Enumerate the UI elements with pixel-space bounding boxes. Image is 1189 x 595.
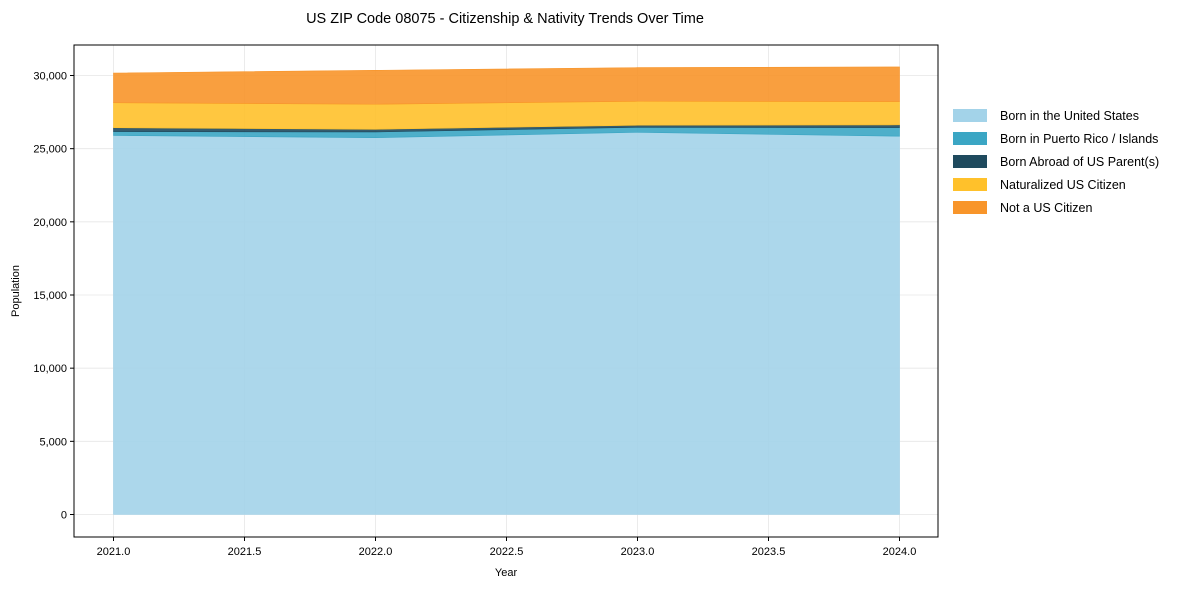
legend-label: Not a US Citizen (1000, 201, 1092, 215)
x-tick-label: 2021.5 (228, 546, 262, 558)
x-axis-label: Year (495, 567, 518, 579)
legend-label: Born in Puerto Rico / Islands (1000, 132, 1158, 146)
legend-label: Naturalized US Citizen (1000, 178, 1126, 192)
legend-item: Born in Puerto Rico / Islands (953, 132, 1158, 146)
x-axis-ticks: 2021.0 2021.5 2022.0 2022.5 2023.0 2023.5 2024… (97, 537, 917, 558)
x-tick-label: 2024.0 (883, 546, 917, 558)
y-tick-label: 15,000 (33, 290, 67, 302)
x-tick-label: 2023.5 (752, 546, 786, 558)
x-tick-label: 2022.5 (490, 546, 524, 558)
y-tick-label: 10,000 (33, 363, 67, 375)
area-series-1 (113, 131, 900, 515)
legend: Born in the United States Born in Puerto … (953, 109, 1159, 215)
y-tick-label: 20,000 (33, 217, 67, 229)
x-tick-label: 2023.0 (621, 546, 655, 558)
y-tick-label: 25,000 (33, 144, 67, 156)
legend-swatch (953, 132, 987, 145)
x-tick-label: 2022.0 (359, 546, 393, 558)
legend-label: Born Abroad of US Parent(s) (1000, 155, 1159, 169)
legend-label: Born in the United States (1000, 109, 1139, 123)
y-axis-ticks: 0 5,000 10,000 15,000 20,000 25,000 30,000 (33, 71, 74, 522)
area-series-4 (113, 100, 900, 130)
legend-swatch (953, 109, 987, 122)
legend-swatch (953, 178, 987, 191)
stacked-areas (113, 66, 900, 515)
legend-item: Naturalized US Citizen (953, 178, 1126, 192)
legend-item: Born Abroad of US Parent(s) (953, 155, 1159, 169)
y-tick-label: 0 (61, 510, 67, 522)
legend-swatch (953, 201, 987, 214)
area-series-5 (113, 66, 900, 105)
x-tick-label: 2021.0 (97, 546, 131, 558)
y-axis-label: Population (10, 265, 22, 317)
legend-item: Not a US Citizen (953, 201, 1092, 215)
legend-item: Born in the United States (953, 109, 1139, 123)
y-tick-label: 30,000 (33, 71, 67, 83)
chart-title: US ZIP Code 08075 - Citizenship & Nativi… (306, 11, 704, 27)
legend-swatch (953, 155, 987, 168)
y-tick-label: 5,000 (39, 436, 67, 448)
